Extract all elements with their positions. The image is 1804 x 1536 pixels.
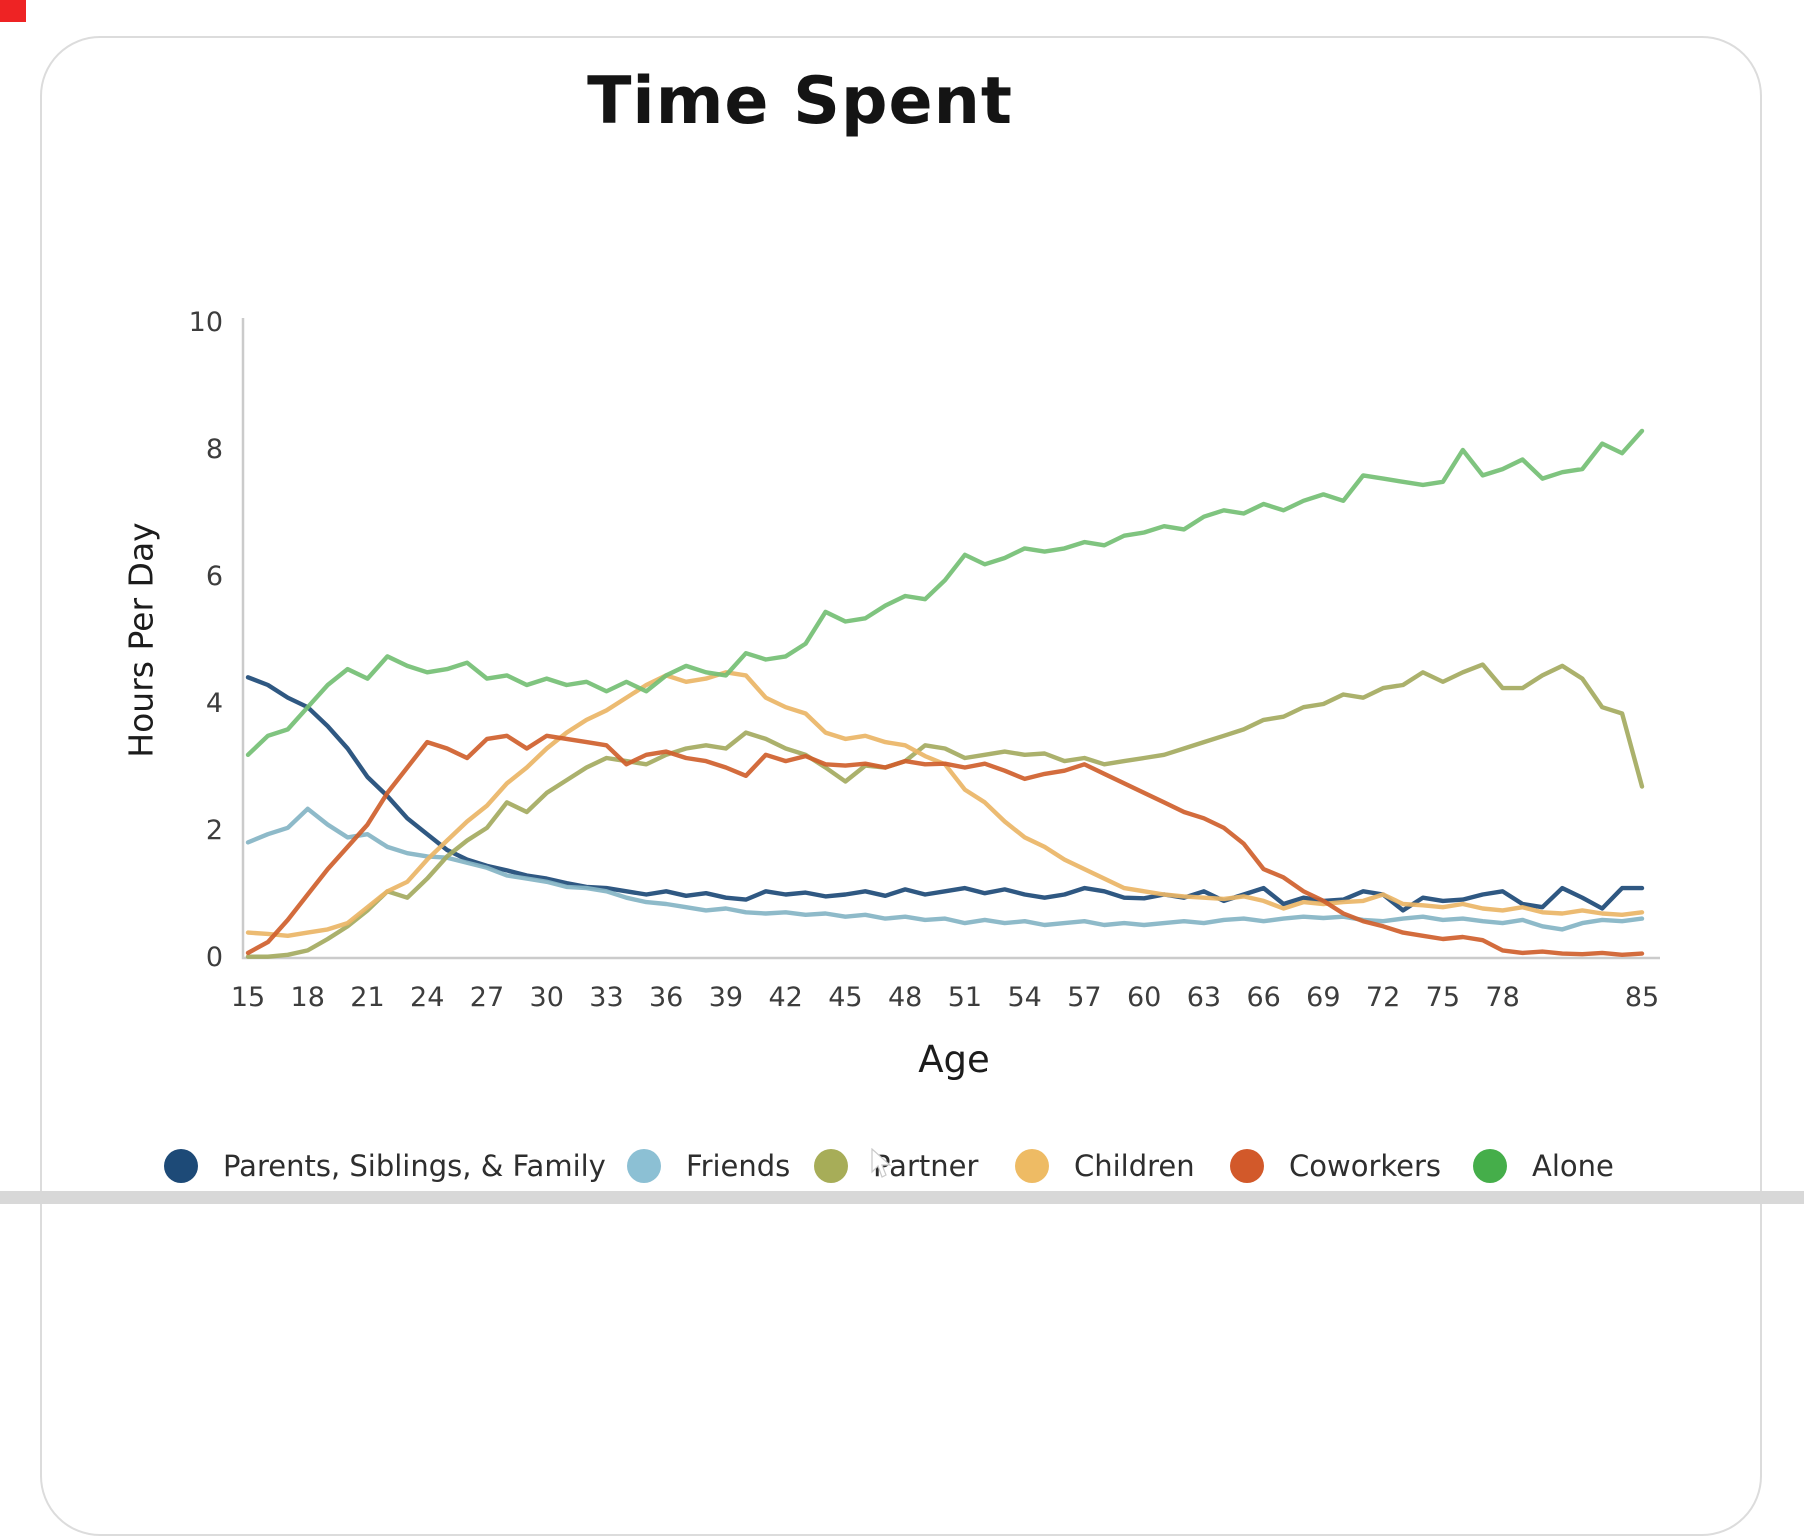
x-tick-label: 60 (1126, 982, 1162, 1013)
partner-legend-label: Partner (873, 1149, 979, 1183)
x-tick-label: 51 (947, 982, 983, 1013)
y-axis-title: Hours Per Day (121, 522, 161, 758)
y-tick-label: 4 (205, 688, 223, 719)
series-line-partner (245, 662, 1645, 959)
legend-item-alone: Alone (1473, 1149, 1614, 1183)
y-tick-label: 10 (188, 307, 223, 338)
series-line-friends (245, 806, 1645, 932)
x-tick-label: 15 (230, 982, 266, 1013)
x-tick-label: 33 (589, 982, 624, 1013)
x-tick-label: 39 (708, 982, 744, 1013)
family-legend-label: Parents, Siblings, & Family (223, 1149, 606, 1183)
x-tick-label: 75 (1425, 982, 1461, 1013)
legend-item-coworkers: Coworkers (1230, 1149, 1441, 1183)
family-legend-dot (164, 1149, 198, 1183)
legend-item-children: Children (1015, 1149, 1195, 1183)
x-tick-label: 18 (290, 982, 325, 1013)
y-tick-label: 8 (205, 434, 223, 465)
y-tick-label: 2 (205, 815, 223, 846)
children-legend-label: Children (1074, 1149, 1195, 1183)
series-line-coworkers (245, 733, 1645, 957)
mouse-cursor-icon (871, 1148, 892, 1178)
x-tick-label: 30 (529, 982, 564, 1013)
line-chart (241, 318, 1660, 960)
alone-legend-dot (1473, 1149, 1507, 1183)
series-line-alone (245, 428, 1645, 757)
x-tick-label: 69 (1306, 982, 1341, 1013)
x-tick-label: 45 (828, 982, 863, 1013)
coworkers-legend-dot (1230, 1149, 1264, 1183)
x-tick-label: 27 (469, 982, 505, 1013)
series-line-parents-siblings-family (245, 675, 1645, 913)
x-tick-label: 66 (1246, 982, 1281, 1013)
x-tick-label: 42 (768, 982, 803, 1013)
legend-item-family: Parents, Siblings, & Family (164, 1149, 606, 1183)
children-legend-dot (1015, 1149, 1049, 1183)
x-tick-label: 63 (1186, 982, 1222, 1013)
series-line-children (245, 670, 1645, 938)
legend-item-friends: Friends (627, 1149, 790, 1183)
x-tick-label: 21 (350, 982, 385, 1013)
x-tick-label: 48 (887, 982, 923, 1013)
chart-title: Time Spent (587, 64, 1013, 139)
x-axis-title: Age (918, 1038, 990, 1081)
window-bottom-strip (0, 1191, 1804, 1204)
x-tick-label: 57 (1067, 982, 1102, 1013)
x-tick-label: 85 (1624, 982, 1660, 1013)
y-tick-label: 0 (205, 942, 223, 973)
partner-legend-dot (814, 1149, 848, 1183)
coworkers-legend-label: Coworkers (1289, 1149, 1442, 1183)
red-corner-artifact (0, 0, 26, 22)
x-tick-label: 24 (410, 982, 445, 1013)
friends-legend-dot (627, 1149, 661, 1183)
legend-item-partner: Partner (814, 1149, 978, 1183)
friends-legend-label: Friends (686, 1149, 791, 1183)
x-tick-label: 78 (1485, 982, 1520, 1013)
x-tick-label: 72 (1365, 982, 1401, 1013)
y-tick-label: 6 (205, 561, 223, 592)
x-tick-label: 36 (649, 982, 684, 1013)
x-tick-label: 54 (1007, 982, 1042, 1013)
axis-spines (241, 318, 1660, 960)
alone-legend-label: Alone (1532, 1149, 1614, 1183)
